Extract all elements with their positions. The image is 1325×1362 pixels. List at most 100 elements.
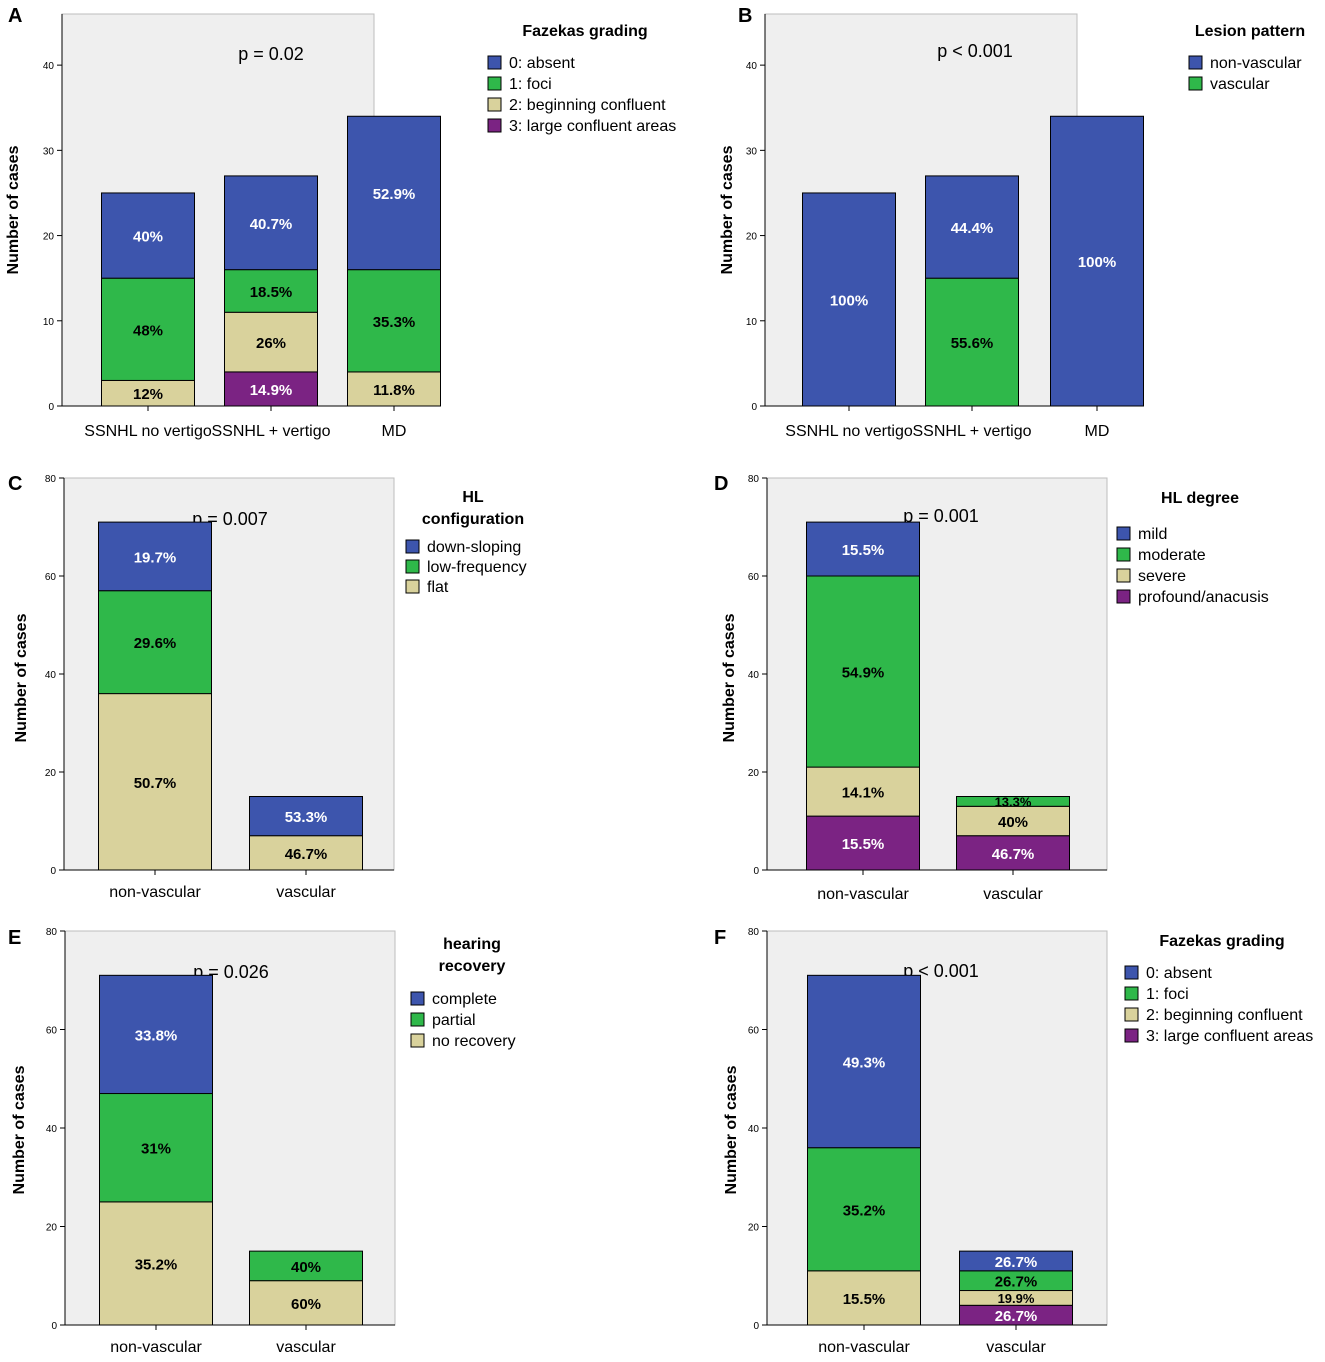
bar-segment [802,192,896,407]
bar-segment [956,796,1070,807]
panel-letter: E [8,927,21,949]
bar-segment [956,805,1070,837]
legend-label: moderate [1138,547,1206,564]
data-label: 35.2% [135,1256,178,1273]
legend-label: 3: large confluent areas [1146,1028,1313,1045]
legend-label: mild [1138,526,1167,543]
panel-letter: B [738,5,752,27]
p-value: p < 0.001 [937,41,1013,61]
data-label: 55.6% [951,335,994,352]
y-tick-label: 20 [46,1223,58,1234]
legend-label: 0: absent [509,55,575,72]
legend-swatch [1116,568,1131,583]
y-axis-label: Number of cases [719,145,736,274]
data-label: 11.8% [373,382,415,399]
legend: hearing recovery complete partial no recover… [410,936,516,1050]
legend-label: flat [427,579,449,596]
data-label: 19.9% [998,1291,1035,1306]
x-tick-label: non-vascular [109,884,201,901]
data-label: 15.5% [842,542,885,559]
y-tick-label: 20 [45,768,57,779]
bar-segment [101,192,195,279]
x-tick-label: SSNHL + vertigo [912,423,1031,440]
legend-title: Lesion pattern [1195,23,1305,40]
legend-title: HL degree [1161,490,1239,507]
y-tick-label: 80 [45,474,57,485]
y-tick-label: 20 [748,768,760,779]
legend: HL degree mild moderate severe profound/anac… [1116,490,1269,606]
data-label: 60% [291,1296,321,1313]
legend-title: hearing [443,936,501,953]
y-tick-label: 80 [46,927,58,938]
bar-segment [347,269,441,373]
data-label: 18.5% [250,284,293,301]
bar-segment [925,175,1019,279]
p-value: p = 0.02 [238,44,304,64]
y-axis-label: Number of cases [721,613,738,742]
data-label: 40.7% [250,216,293,233]
bar-segment [806,521,920,577]
y-tick-label: 30 [746,146,758,157]
panel-letter: D [714,473,728,495]
legend-swatch [1116,547,1131,562]
legend-label: non-vascular [1210,55,1302,72]
data-label: 50.7% [134,775,177,792]
y-tick-label: 80 [748,474,760,485]
panel-D: 0 20 40 60 80 Number of cases Dp = 0.001 15.5% 1… [714,473,1269,903]
data-label: 26.7% [995,1274,1038,1291]
y-tick-label: 60 [748,572,760,583]
legend-swatch [410,1012,425,1027]
legend: HL configuration down-sloping low-frequency… [405,489,527,596]
data-label: 35.3% [373,314,416,331]
data-label: 31% [141,1141,171,1158]
data-label: 46.7% [285,846,328,863]
legend-label: severe [1138,568,1186,585]
x-tick-label: SSNHL no vertigo [785,423,913,440]
legend-swatch [487,76,502,91]
legend-swatch [1124,1028,1139,1043]
legend-label: 1: foci [509,76,552,93]
legend-label: vascular [1210,76,1270,93]
legend-label: down-sloping [427,539,521,556]
legend-swatch [487,118,502,133]
bar-segment [101,379,195,407]
y-tick-label: 0 [753,866,759,877]
legend-label: 3: large confluent areas [509,118,676,135]
bar-segment [98,521,212,592]
y-tick-label: 40 [748,1124,760,1135]
y-tick-label: 30 [43,146,55,157]
panel-letter: F [714,927,726,949]
legend-swatch [1188,55,1203,70]
data-label: 40% [133,229,163,246]
data-label: 53.3% [285,809,328,826]
x-tick-label: vascular [276,1339,336,1356]
x-tick-label: SSNHL + vertigo [211,423,330,440]
y-tick-label: 0 [753,1321,759,1332]
legend-label: profound/anacusis [1138,589,1269,606]
legend-swatch [487,97,502,112]
legend-swatch [487,55,502,70]
legend-swatch [405,579,420,594]
data-label: 33.8% [135,1027,178,1044]
legend-title: configuration [422,511,524,528]
y-axis-label: Number of cases [11,1065,28,1194]
legend-swatch [410,991,425,1006]
bar-segment [98,693,212,871]
panel-letter: A [8,5,22,27]
data-label: 26.7% [995,1254,1038,1271]
panel-A: 0 10 20 30 40 Number of cases Ap = 0.02 12% 48% 4… [5,5,676,440]
legend-label: partial [432,1012,476,1029]
y-tick-label: 10 [43,317,55,328]
bar-segment [249,1250,363,1282]
data-label: 40% [998,814,1028,831]
data-label: 12% [133,386,163,403]
legend-label: 2: beginning confluent [509,97,666,114]
legend-label: no recovery [432,1033,516,1050]
bar-segment [806,575,920,768]
data-label: 52.9% [373,186,416,203]
x-tick-label: MD [1085,423,1110,440]
data-label: 15.5% [842,836,885,853]
legend-swatch [1124,965,1139,980]
